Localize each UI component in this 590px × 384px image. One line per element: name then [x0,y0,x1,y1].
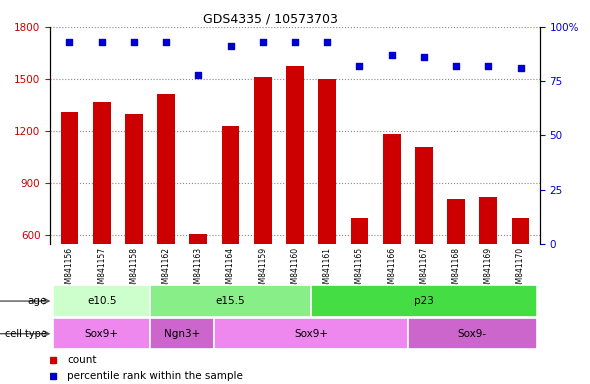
Point [323,39,332,45]
Point [516,65,525,71]
Point [355,63,364,69]
Text: Sox9+: Sox9+ [85,329,119,339]
Point [226,43,235,50]
Point [65,39,74,45]
Text: GSM841157: GSM841157 [97,247,106,293]
Point [258,39,267,45]
Bar [93,103,110,339]
Text: p23: p23 [414,296,434,306]
Bar [447,199,465,339]
Text: GSM841162: GSM841162 [162,247,171,293]
Bar [53,285,150,317]
Point [419,54,428,60]
Text: e10.5: e10.5 [87,296,116,306]
Bar [61,112,78,339]
Bar [383,134,401,339]
Bar [150,318,214,349]
Title: GDS4335 / 10573703: GDS4335 / 10573703 [203,13,338,26]
Text: GSM841161: GSM841161 [323,247,332,293]
Point [290,39,300,45]
Text: GSM841159: GSM841159 [258,247,267,293]
Bar [53,318,150,349]
Text: Sox9-: Sox9- [458,329,487,339]
Point [162,39,171,45]
Text: GSM841166: GSM841166 [387,247,396,293]
Point [129,39,139,45]
Text: GSM841170: GSM841170 [516,247,525,293]
Text: GSM841158: GSM841158 [129,247,139,293]
Text: GSM841156: GSM841156 [65,247,74,293]
Bar [158,94,175,339]
Bar [214,318,408,349]
Bar [311,285,537,317]
Text: count: count [67,355,97,365]
Text: GSM841167: GSM841167 [419,247,428,293]
Text: GSM841165: GSM841165 [355,247,364,293]
Point [484,63,493,69]
Text: GSM841164: GSM841164 [226,247,235,293]
Text: percentile rank within the sample: percentile rank within the sample [67,371,243,381]
Point [97,39,106,45]
Text: GSM841163: GSM841163 [194,247,203,293]
Bar [286,66,304,339]
Bar [350,218,368,339]
Bar [254,77,271,339]
Text: Sox9+: Sox9+ [294,329,328,339]
Text: age: age [28,296,47,306]
Bar [512,218,529,339]
Text: GSM841168: GSM841168 [451,247,461,293]
Bar [150,285,311,317]
Bar [189,234,207,339]
Bar [222,126,240,339]
Text: Ngn3+: Ngn3+ [164,329,201,339]
Bar [408,318,537,349]
Point [451,63,461,69]
Text: GSM841169: GSM841169 [484,247,493,293]
Point [387,52,396,58]
Text: GSM841160: GSM841160 [290,247,300,293]
Point [194,71,203,78]
Bar [415,147,432,339]
Bar [480,197,497,339]
Text: e15.5: e15.5 [216,296,245,306]
Bar [125,114,143,339]
Bar [319,79,336,339]
Text: cell type: cell type [5,329,47,339]
